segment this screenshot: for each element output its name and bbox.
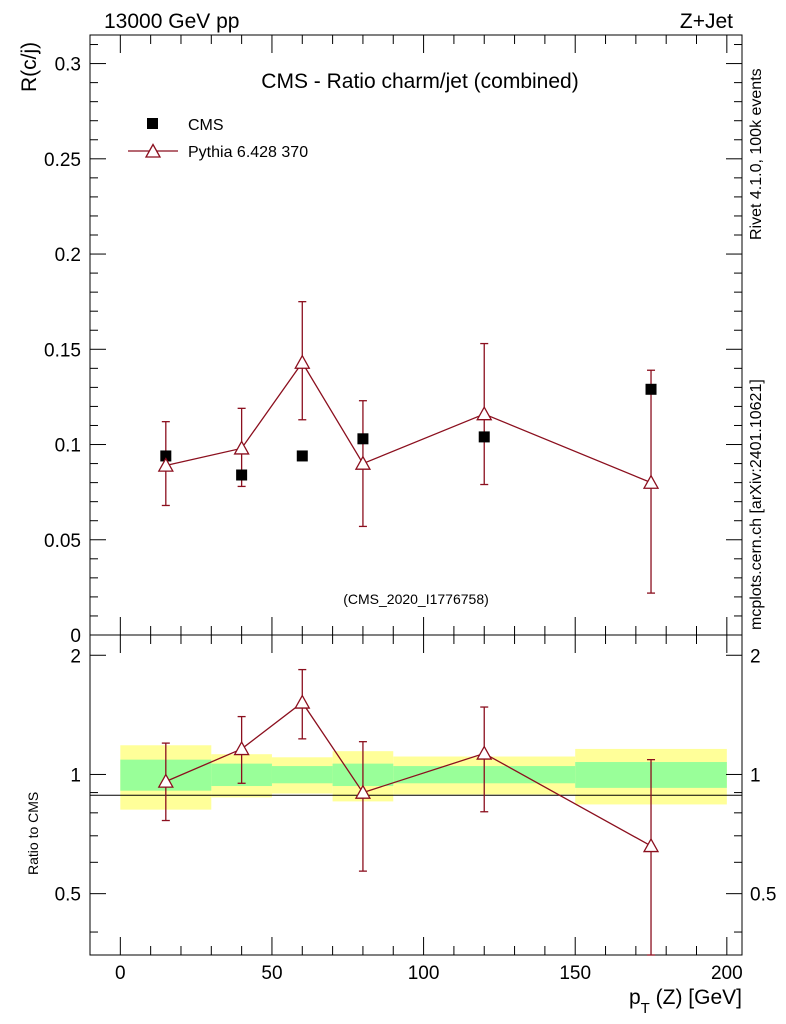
ratio-y-tick-label-right: 2 — [750, 646, 761, 667]
ratio-point — [233, 740, 250, 756]
ratio-y-tick-label: 0.5 — [55, 885, 81, 906]
cms-point — [236, 469, 248, 481]
x-tick-label: 200 — [711, 963, 743, 984]
cms-point — [645, 383, 657, 395]
ratio-point — [354, 784, 372, 799]
process-label: Z+Jet — [680, 10, 733, 33]
ratio-point — [642, 837, 660, 853]
x-tick-label: 0 — [115, 963, 126, 984]
energy-label: 13000 GeV pp — [104, 10, 239, 33]
ratio-data-layer — [157, 668, 660, 956]
ratio-x-axis: 0 50 100 150 200 — [115, 635, 743, 984]
ratio-band-inner — [271, 766, 333, 784]
main-y-tick-label: 0 — [70, 626, 81, 647]
ratio-y-tick-label: 1 — [70, 765, 81, 786]
cms-point — [478, 431, 490, 443]
ratio-y-tick-label-right: 0.5 — [750, 885, 776, 906]
x-tick-label: 150 — [559, 963, 591, 984]
cms-point — [160, 450, 172, 462]
analysis-id: (CMS_2020_I1776758) — [343, 591, 489, 607]
ratio-point — [294, 694, 311, 709]
x-tick-label: 50 — [261, 963, 282, 984]
mc-point — [354, 455, 372, 470]
site-label: mcplots.cern.ch [arXiv:2401.10621] — [748, 379, 765, 630]
mc-point — [233, 440, 250, 455]
main-plot: 0 0.05 0.1 0.15 0.2 0.25 0.3 CMS - Ratio charm… — [18, 34, 743, 647]
main-y-tick-label: 0.1 — [55, 436, 81, 457]
ratio-point — [476, 745, 493, 760]
mc-point — [294, 354, 311, 369]
main-y-label: R(c/j) — [18, 42, 41, 92]
ratio-y-label: Ratio to CMS — [25, 792, 41, 875]
legend-mc-marker — [144, 143, 162, 158]
mc-point — [157, 457, 174, 472]
x-axis-label-p: p — [629, 986, 641, 1009]
main-y-tick-label: 0.15 — [44, 340, 81, 361]
x-axis-label: pT (Z) [GeV] — [629, 986, 742, 1017]
ratio-y-tick-label-right: 1 — [750, 765, 761, 786]
legend-cms-marker — [147, 118, 158, 129]
main-y-tick-label: 0.3 — [55, 55, 81, 76]
ratio-y-tick-label: 2 — [70, 646, 81, 667]
ratio-plot: 0.5 0.5 1 1 2 2 0 50 100 150 200 Ratio to CMS — [25, 634, 776, 984]
legend: CMS Pythia 6.428 370 — [128, 117, 308, 161]
ratio-y-axis: 0.5 0.5 1 1 2 2 — [55, 646, 776, 933]
ratio-bands-layer — [120, 745, 727, 810]
mc-line — [165, 361, 652, 484]
main-data-layer — [157, 301, 660, 594]
ratio-point — [157, 773, 174, 788]
x-tick-label: 100 — [408, 963, 440, 984]
main-x-axis — [119, 35, 728, 635]
cms-point — [357, 433, 369, 445]
legend-mc-label: Pythia 6.428 370 — [188, 144, 308, 161]
x-axis-label-rest: (Z) [GeV] — [650, 986, 742, 1009]
legend-cms-label: CMS — [188, 117, 224, 134]
mc-point — [476, 405, 493, 421]
main-frame — [89, 34, 743, 636]
mc-point — [642, 474, 660, 489]
main-y-tick-label: 0.2 — [55, 245, 81, 266]
plot-title: CMS - Ratio charm/jet (combined) — [261, 70, 578, 93]
ratio-line — [165, 701, 652, 847]
main-y-tick-label: 0.05 — [44, 531, 81, 552]
rivet-label: Rivet 4.1.0, 100k events — [748, 68, 765, 240]
main-y-axis: 0 0.05 0.1 0.15 0.2 0.25 0.3 — [44, 44, 742, 647]
x-axis-label-sub: T — [641, 1000, 650, 1017]
cms-point — [296, 450, 308, 462]
main-y-tick-label: 0.25 — [44, 150, 81, 171]
